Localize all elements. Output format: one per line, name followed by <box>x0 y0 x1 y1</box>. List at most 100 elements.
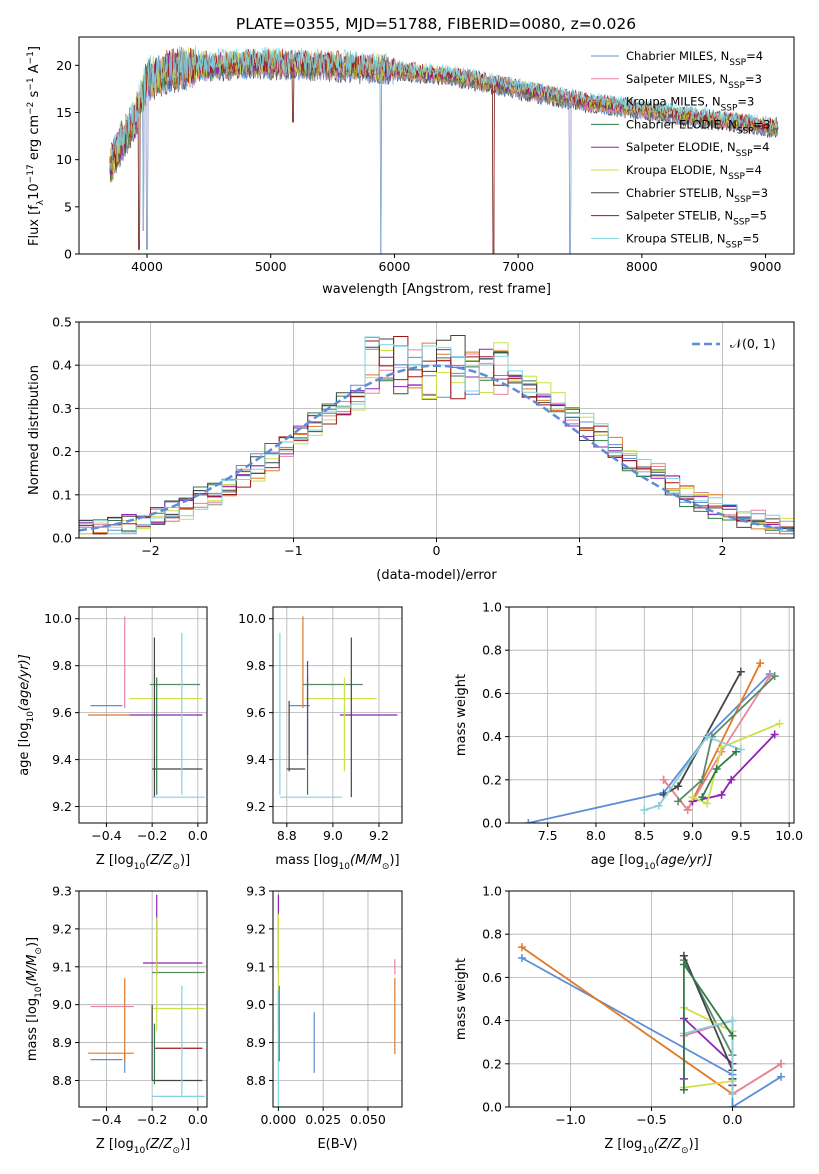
label-part: mass [log <box>275 853 338 868</box>
label-part: ⊙ <box>382 862 390 872</box>
label-part: SSP <box>737 126 754 136</box>
label-part: )] <box>689 1137 699 1152</box>
x-tick-label: 0.050 <box>350 1112 386 1127</box>
legend-entry: Chabrier MILES, NSSP=4 <box>626 49 763 68</box>
weight-marker <box>517 953 526 962</box>
axes-frame <box>272 606 403 824</box>
y-tick-label: 8.9 <box>52 1035 72 1050</box>
x-tick-label: 10.0 <box>775 828 803 843</box>
weight-marker <box>703 732 712 741</box>
label-part: Chabrier MILES, N <box>626 49 729 63</box>
y-tick-label: 0.8 <box>482 643 502 658</box>
x-axis-label: E(B-V) <box>317 1137 357 1152</box>
y-tick-label: 0.0 <box>482 1100 502 1115</box>
axes-frame <box>508 606 795 824</box>
label-part: −2 <box>26 102 36 115</box>
label-part: 10 <box>134 1146 146 1156</box>
label-part: =3 <box>745 72 762 86</box>
x-tick-label: −1 <box>284 543 302 558</box>
panel-weight-vs-age: 7.5 8.0 8.5 9.0 9.5 10.0 0.0 0.2 0.4 0.6 0.8 1.0 mas… <box>454 600 803 873</box>
label-part: Kroupa ELODIE, N <box>626 163 728 177</box>
label-part: =3 <box>751 186 768 200</box>
label-part: age [log <box>17 723 32 776</box>
y-tick-label: 9.8 <box>246 658 266 673</box>
plot-area <box>517 943 786 1107</box>
panel-mass-vs-Z: −0.4 −0.2 0.08.88.99.09.19.29.3Z [log10(Z/… <box>25 884 208 1157</box>
x-tick-label: 4000 <box>131 259 163 274</box>
legend-entry: Kroupa MILES, NSSP=3 <box>626 95 754 114</box>
label-part: (age/yr)] <box>17 654 32 711</box>
y-tick-label: 20 <box>56 58 72 73</box>
y-tick-label: 9.6 <box>246 705 266 720</box>
x-tick-label: 1 <box>576 543 584 558</box>
weight-marker <box>777 1059 786 1068</box>
label-part: s <box>27 90 42 101</box>
weight-line <box>662 675 771 812</box>
x-tick-label: 0.025 <box>305 1112 341 1127</box>
label-part: −1 <box>26 51 36 64</box>
y-tick-label: 9.1 <box>246 959 266 974</box>
y-tick-label: 0.6 <box>482 686 502 701</box>
legend-entry: Kroupa ELODIE, NSSP=4 <box>626 163 762 182</box>
label-part: (M/M <box>25 955 40 987</box>
y-tick-label: 9.2 <box>52 799 72 814</box>
x-tick-label: 2 <box>719 543 727 558</box>
label-part: =3 <box>737 95 754 109</box>
x-tick-label: −2 <box>141 543 159 558</box>
weight-line <box>683 1006 734 1089</box>
y-tick-label: 0.3 <box>52 401 72 416</box>
x-axis-label: wavelength [Angstrom, rest frame] <box>322 282 551 297</box>
legend-entry: Kroupa STELIB, NSSP=5 <box>626 231 759 250</box>
label-part: ⊙ <box>34 947 44 955</box>
label-part: 10 <box>339 862 351 872</box>
axes-frame <box>78 36 795 255</box>
label-part: ⊙ <box>681 1146 689 1156</box>
x-tick-label: 0.0 <box>188 1112 208 1127</box>
label-part: (age/yr)] <box>655 853 712 868</box>
label-part: )] <box>180 853 190 868</box>
legend-entry: Chabrier ELODIE, NSSP=3 <box>626 117 771 136</box>
label-part: =5 <box>750 209 767 223</box>
y-tick-label: 9.2 <box>246 799 266 814</box>
label-part: 10 <box>134 862 146 872</box>
label-part: =5 <box>742 231 759 245</box>
y-tick-label: 10.0 <box>238 611 266 626</box>
label-part: Chabrier ELODIE, N <box>626 117 737 131</box>
plot-area <box>88 616 205 798</box>
label-part: (Z/Z <box>145 853 173 868</box>
panel-weight-vs-Z: −1.0 −0.5 0.0 0.0 0.2 0.4 0.6 0.8 1.0 mass weight… <box>454 884 795 1156</box>
y-axis-label: Normed distribution <box>27 365 42 495</box>
x-tick-label: 8.0 <box>586 828 606 843</box>
x-tick-label: 9000 <box>750 259 782 274</box>
x-axis-label: mass [log10(M/M⊙)] <box>275 853 399 872</box>
y-axis-label: mass weight <box>454 958 469 1040</box>
x-tick-label: −0.4 <box>91 828 121 843</box>
y-tick-label: 8.9 <box>246 1035 266 1050</box>
weight-marker <box>517 943 526 952</box>
weight-line <box>528 673 771 823</box>
weight-marker <box>679 1085 688 1094</box>
label-part: =4 <box>746 49 763 63</box>
label-part: −1 <box>26 77 36 90</box>
y-axis-label: mass weight <box>454 674 469 756</box>
y-tick-label: 0.4 <box>52 358 72 373</box>
label-part: ⊙ <box>172 862 180 872</box>
y-tick-label: 9.3 <box>52 884 72 899</box>
weight-marker <box>728 1103 737 1107</box>
normal-curve <box>79 364 794 532</box>
weight-marker <box>732 747 741 756</box>
label-part: =3 <box>754 117 771 131</box>
label-part: SSP <box>733 218 750 228</box>
label-part: SSP <box>721 104 738 114</box>
y-tick-label: 1.0 <box>482 884 502 899</box>
weight-marker <box>659 775 668 784</box>
x-tick-label: 0.0 <box>188 828 208 843</box>
x-tick-label: −0.2 <box>137 1112 167 1127</box>
label-part: 10 <box>644 862 656 872</box>
y-tick-label: 0.2 <box>482 772 502 787</box>
weight-marker <box>683 806 692 815</box>
weight-marker <box>728 1016 737 1025</box>
y-tick-label: 9.0 <box>52 997 72 1012</box>
label-part: λ <box>36 199 46 205</box>
